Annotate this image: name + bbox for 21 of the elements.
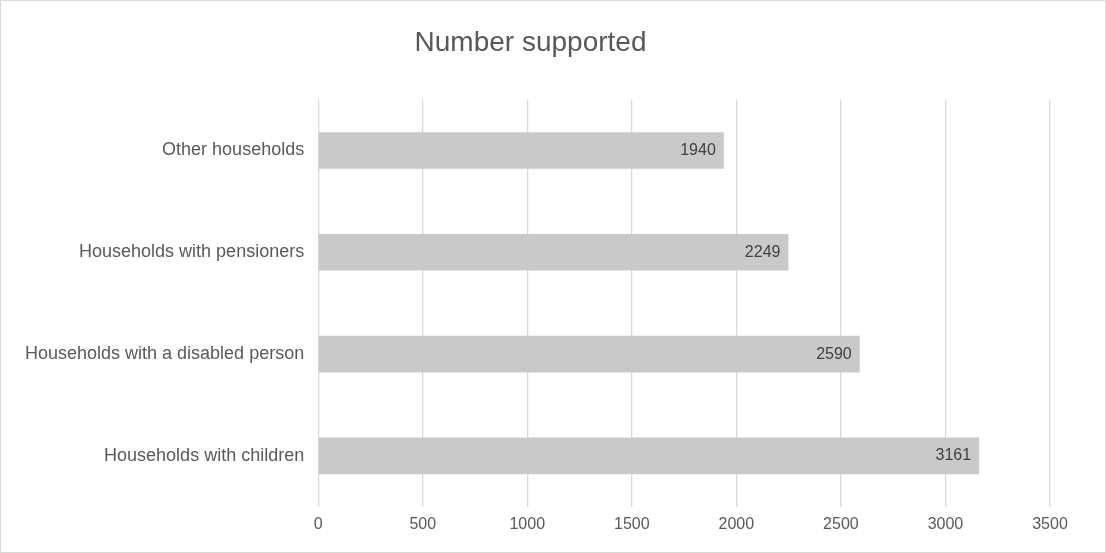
x-tick-label: 3000 xyxy=(927,514,964,532)
bar xyxy=(318,335,860,373)
bar xyxy=(318,233,789,271)
y-tick-label: Households with children xyxy=(104,444,305,465)
x-tick-label: 1000 xyxy=(509,514,546,532)
x-tick-label: 2000 xyxy=(718,514,755,532)
chart-title: Number supported xyxy=(414,25,647,57)
x-tick-label: 3500 xyxy=(1032,514,1068,532)
bar xyxy=(318,437,980,475)
data-label: 2249 xyxy=(744,242,781,260)
x-tick-label: 2500 xyxy=(823,514,859,532)
y-tick-label: Households with pensioners xyxy=(79,241,305,262)
x-tick-label: 0 xyxy=(313,514,323,532)
y-tick-label: Other households xyxy=(162,139,305,160)
x-tick-label: 500 xyxy=(409,514,437,532)
y-tick-label: Households with a disabled person xyxy=(24,343,305,364)
data-label: 3161 xyxy=(935,446,972,464)
data-label: 2590 xyxy=(816,344,852,362)
data-label: 1940 xyxy=(680,140,716,158)
x-tick-label: 1500 xyxy=(614,514,650,532)
bar xyxy=(318,132,724,169)
